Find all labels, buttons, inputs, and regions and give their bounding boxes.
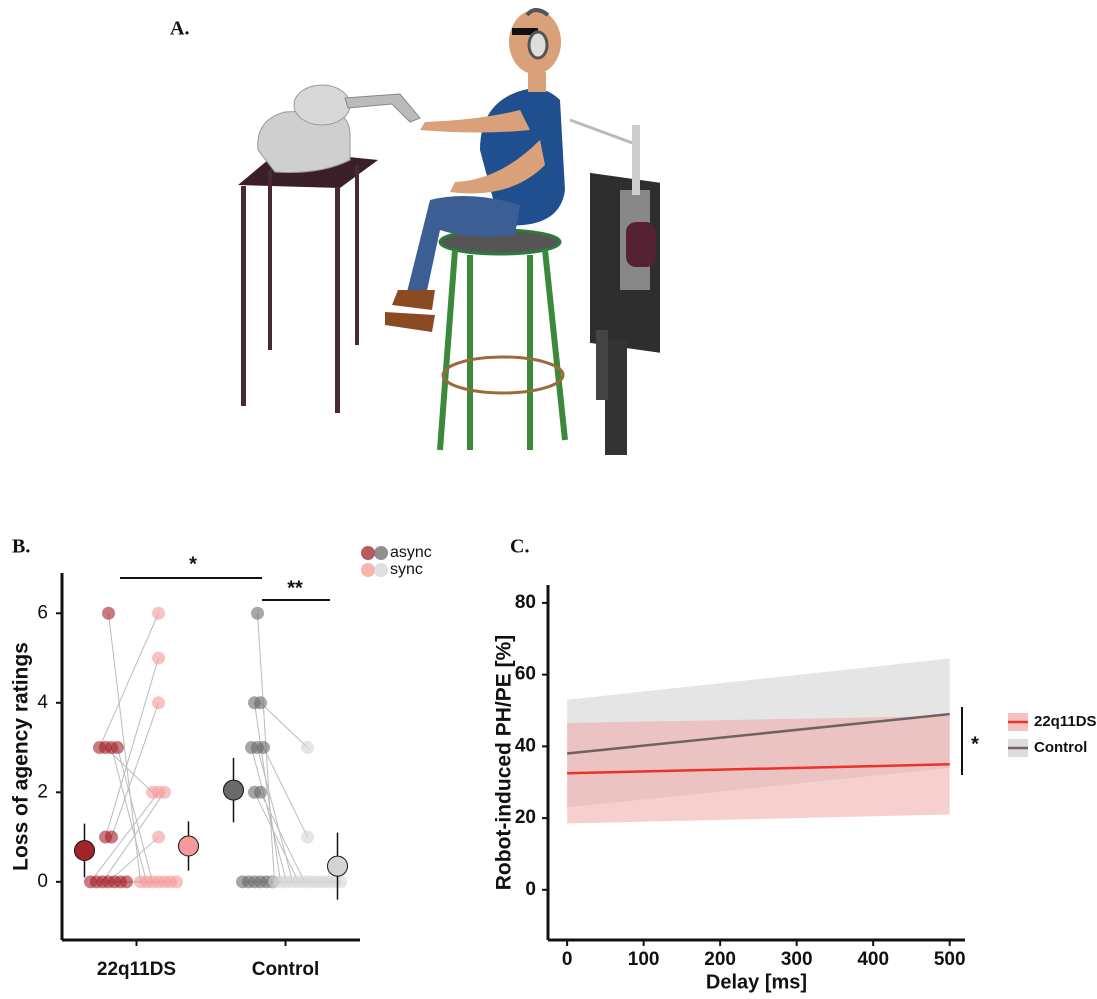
data-point — [334, 875, 347, 888]
data-point — [152, 831, 165, 844]
y-axis-label: Loss of agency ratings — [10, 642, 33, 871]
legend-label: 22q11DS — [1034, 713, 1097, 730]
pair-line — [258, 748, 293, 882]
x-tick-label: 100 — [628, 949, 660, 970]
mean-point — [179, 836, 199, 856]
pair-line — [261, 703, 308, 748]
y-tick-label: 4 — [37, 692, 48, 713]
y-tick-label: 80 — [515, 592, 536, 613]
legend-swatch — [374, 546, 388, 560]
y-tick-label: 0 — [37, 871, 48, 892]
x-tick-label: 22q11DS — [97, 959, 176, 980]
y-tick-label: 40 — [515, 735, 536, 756]
legend-swatch — [374, 563, 388, 577]
data-point — [120, 875, 133, 888]
y-tick-label: 60 — [515, 664, 536, 685]
x-axis-label: Delay [ms] — [706, 971, 807, 993]
pair-line — [118, 748, 153, 882]
pair-line — [252, 748, 287, 882]
panel-label: C. — [510, 536, 529, 558]
page: A. B. C. 0 2 4 6Loss of agency ratings 22q11… — [0, 0, 1097, 999]
legend-label: Control — [1034, 739, 1087, 756]
data-point — [257, 741, 270, 754]
data-point — [105, 831, 118, 844]
data-point — [301, 831, 314, 844]
data-point — [254, 786, 267, 799]
data-point — [152, 696, 165, 709]
panel-label: B. — [12, 536, 30, 558]
legend-label: async — [390, 544, 432, 561]
legend-swatch — [361, 563, 375, 577]
y-tick-label: 20 — [515, 807, 536, 828]
y-tick-label: 6 — [37, 602, 48, 623]
data-point — [170, 875, 183, 888]
mean-point — [224, 780, 244, 800]
y-axis-label: Robot-induced PH/PE [%] — [493, 635, 516, 891]
setup-illustration — [238, 10, 660, 455]
x-tick-label: 500 — [934, 949, 966, 970]
figure: A. B. C. 0 2 4 6Loss of agency ratings 22q11… — [0, 0, 1097, 999]
significance-label: ** — [287, 577, 303, 599]
panel-label: A. — [170, 18, 189, 40]
pair-line — [112, 703, 159, 837]
significance-label: * — [971, 733, 979, 755]
data-point — [111, 741, 124, 754]
x-tick-label: 0 — [562, 949, 573, 970]
mean-point — [328, 856, 348, 876]
y-tick-label: 0 — [525, 879, 536, 900]
data-point — [152, 607, 165, 620]
mean-point — [75, 840, 95, 860]
x-tick-label: Control — [252, 959, 320, 980]
legend-swatch — [361, 546, 375, 560]
x-tick-label: 300 — [781, 949, 813, 970]
significance-label: * — [189, 553, 197, 575]
y-tick-label: 2 — [37, 781, 48, 802]
data-point — [254, 696, 267, 709]
data-point — [152, 652, 165, 665]
x-tick-label: 200 — [704, 949, 736, 970]
data-point — [251, 607, 264, 620]
x-tick-label: 400 — [857, 949, 889, 970]
data-point — [102, 607, 115, 620]
data-point — [158, 786, 171, 799]
legend-label: sync — [390, 561, 423, 578]
data-point — [301, 741, 314, 754]
